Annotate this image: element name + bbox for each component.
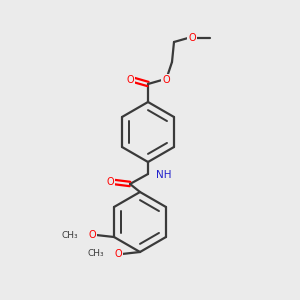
Text: O: O [88,230,96,240]
Text: CH₃: CH₃ [61,230,78,239]
Text: O: O [106,177,114,187]
Text: O: O [114,249,122,259]
Text: O: O [188,33,196,43]
Text: O: O [162,75,170,85]
Text: NH: NH [156,170,172,180]
Text: O: O [126,75,134,85]
Text: CH₃: CH₃ [87,250,104,259]
